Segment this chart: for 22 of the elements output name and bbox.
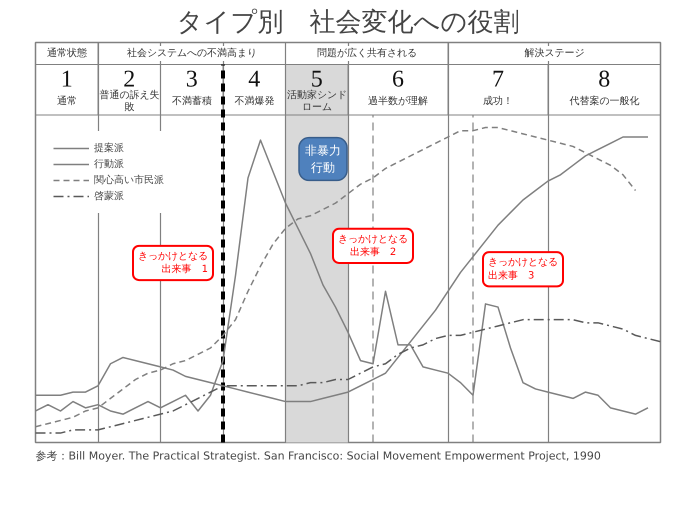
text: 7 成功！: [483, 66, 513, 107]
text: 1 通常: [56, 66, 77, 107]
text: 6 過半数が理解: [368, 66, 428, 107]
text: 4 不満爆発: [234, 66, 274, 107]
annotation: 非暴力行動: [305, 144, 341, 174]
chart-title: タイプ別 社会変化への役割: [176, 8, 520, 38]
legend-label: 関心高い市民派: [94, 174, 164, 187]
text: 5 活動家シンドローム: [286, 66, 347, 113]
annotation: きっかけとなる出来事 2: [338, 234, 408, 258]
text: 問題が広く共有される: [316, 47, 417, 60]
text: 3 不満蓄積: [172, 66, 212, 107]
text: 解決ステージ: [524, 47, 584, 60]
text: 社会システムへの不満高まり: [126, 47, 257, 60]
text: 2 普通の訴え失敗: [99, 66, 160, 113]
text: 8 代替案の一般化: [568, 66, 640, 107]
annotation: きっかけとなる出来事 3: [488, 257, 558, 282]
legend-label: 行動派: [94, 158, 124, 171]
annotation: きっかけとなる出来事 1: [138, 250, 208, 276]
legend-label: 啓蒙派: [94, 190, 124, 203]
text: 参考：Bill Moyer. The Practical Strategist. San Francisco: Social Movement Empowerment Project, 1990: [36, 450, 601, 462]
text: 通常状態: [46, 47, 87, 60]
legend-label: 提案派: [94, 142, 124, 155]
